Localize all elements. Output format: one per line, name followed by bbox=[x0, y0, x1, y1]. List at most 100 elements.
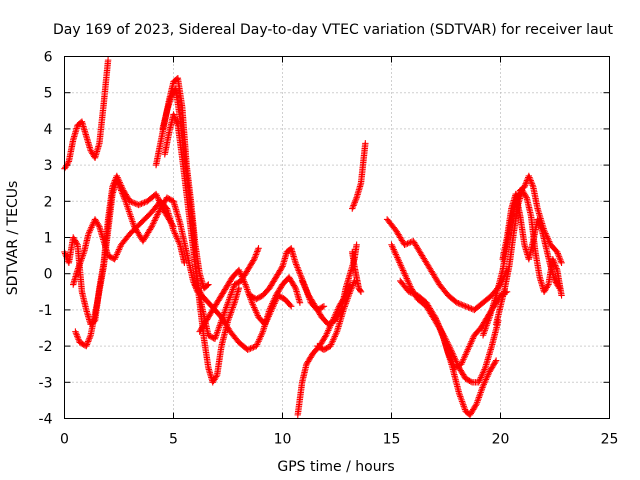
data-point-marker bbox=[463, 303, 471, 311]
data-point-marker bbox=[254, 248, 261, 255]
x-axis-label: GPS time / hours bbox=[277, 459, 394, 475]
data-point-marker bbox=[120, 193, 127, 200]
data-point-marker bbox=[453, 299, 461, 306]
data-point-marker bbox=[351, 199, 358, 206]
data-point-marker bbox=[534, 217, 542, 225]
data-point-marker bbox=[349, 282, 356, 289]
data-point-marker bbox=[556, 284, 563, 292]
data-point-marker bbox=[320, 303, 328, 310]
data-point-marker bbox=[535, 219, 543, 226]
data-point-marker bbox=[551, 260, 558, 268]
data-point-marker bbox=[529, 182, 536, 189]
data-point-marker bbox=[466, 304, 474, 312]
data-point-marker bbox=[401, 241, 408, 248]
data-point-marker bbox=[131, 199, 138, 207]
data-point-marker bbox=[522, 180, 529, 187]
data-point-marker bbox=[538, 225, 545, 232]
chart-title: Day 169 of 2023, Sidereal Day-to-day VTE… bbox=[53, 22, 614, 38]
data-point-marker bbox=[252, 252, 259, 260]
data-point-marker bbox=[296, 268, 303, 276]
data-point-marker bbox=[492, 358, 499, 366]
x-tick-label: 15 bbox=[383, 432, 401, 448]
data-point-marker bbox=[171, 114, 178, 121]
data-point-marker bbox=[288, 303, 295, 310]
data-point-marker bbox=[138, 200, 145, 207]
y-tick-label: -2 bbox=[39, 339, 53, 355]
data-point-marker bbox=[152, 215, 159, 223]
data-point-marker bbox=[247, 345, 254, 352]
data-point-marker bbox=[536, 222, 544, 229]
data-point-marker bbox=[352, 196, 360, 203]
data-point-marker bbox=[404, 240, 411, 247]
data-point-marker bbox=[118, 188, 125, 196]
data-point-marker bbox=[467, 378, 475, 385]
data-point-marker bbox=[61, 250, 69, 257]
data-point-marker bbox=[552, 262, 559, 269]
data-marks bbox=[61, 56, 565, 419]
data-point-marker bbox=[244, 346, 251, 353]
data-point-marker bbox=[526, 174, 533, 181]
data-point-marker bbox=[235, 284, 243, 292]
data-point-marker bbox=[297, 272, 304, 279]
data-point-marker bbox=[132, 200, 139, 207]
y-tick-label: 0 bbox=[44, 267, 53, 283]
data-point-marker bbox=[254, 246, 262, 254]
data-point-marker bbox=[459, 301, 466, 309]
data-point-marker bbox=[460, 302, 468, 309]
data-point-marker bbox=[204, 282, 211, 289]
data-point-marker bbox=[536, 220, 543, 228]
data-point-marker bbox=[114, 179, 122, 186]
data-point-marker bbox=[83, 342, 90, 350]
data-point-marker bbox=[472, 402, 479, 409]
data-point-marker bbox=[84, 338, 92, 345]
data-point-marker bbox=[170, 111, 177, 118]
data-point-marker bbox=[255, 245, 262, 252]
series-arc-4 bbox=[70, 198, 188, 288]
data-point-marker bbox=[83, 341, 91, 348]
data-point-marker bbox=[141, 199, 148, 206]
data-point-marker bbox=[85, 336, 92, 344]
data-point-marker bbox=[528, 180, 536, 187]
data-point-marker bbox=[286, 301, 294, 309]
x-tick-label: 25 bbox=[601, 432, 619, 448]
data-point-marker bbox=[149, 221, 156, 229]
data-point-marker bbox=[550, 259, 558, 266]
data-point-marker bbox=[349, 203, 357, 211]
data-point-marker bbox=[294, 264, 301, 271]
data-point-marker bbox=[95, 221, 102, 229]
data-point-marker bbox=[357, 288, 365, 295]
data-point-marker bbox=[525, 172, 533, 180]
plot-frame bbox=[64, 56, 610, 419]
data-point-marker bbox=[297, 273, 305, 280]
data-point-marker bbox=[129, 199, 137, 206]
data-point-marker bbox=[293, 262, 301, 270]
data-point-marker bbox=[522, 193, 529, 200]
data-point-marker bbox=[248, 344, 256, 352]
series-arc-17 bbox=[388, 241, 502, 386]
data-point-marker bbox=[170, 112, 178, 120]
y-tick-label: 3 bbox=[44, 158, 53, 174]
data-point-marker bbox=[172, 115, 179, 123]
data-point-marker bbox=[556, 254, 563, 262]
y-tick-label: 1 bbox=[44, 231, 53, 247]
x-tick-label: 5 bbox=[169, 432, 178, 448]
data-point-marker bbox=[119, 191, 127, 199]
data-point-marker bbox=[521, 183, 528, 191]
data-point-marker bbox=[319, 303, 326, 311]
data-point-marker bbox=[349, 205, 356, 212]
data-point-marker bbox=[410, 290, 417, 297]
series-arc-1 bbox=[61, 56, 112, 172]
data-point-marker bbox=[250, 256, 258, 263]
data-point-marker bbox=[408, 289, 416, 297]
data-point-marker bbox=[526, 175, 534, 183]
data-point-marker bbox=[151, 217, 158, 224]
data-point-marker bbox=[173, 118, 180, 126]
data-point-marker bbox=[139, 199, 147, 207]
data-point-marker bbox=[295, 267, 302, 274]
data-point-marker bbox=[527, 177, 534, 184]
y-tick-label: -1 bbox=[39, 303, 53, 319]
data-point-marker bbox=[352, 197, 359, 204]
data-point-marker bbox=[155, 209, 162, 217]
data-point-marker bbox=[136, 201, 144, 208]
